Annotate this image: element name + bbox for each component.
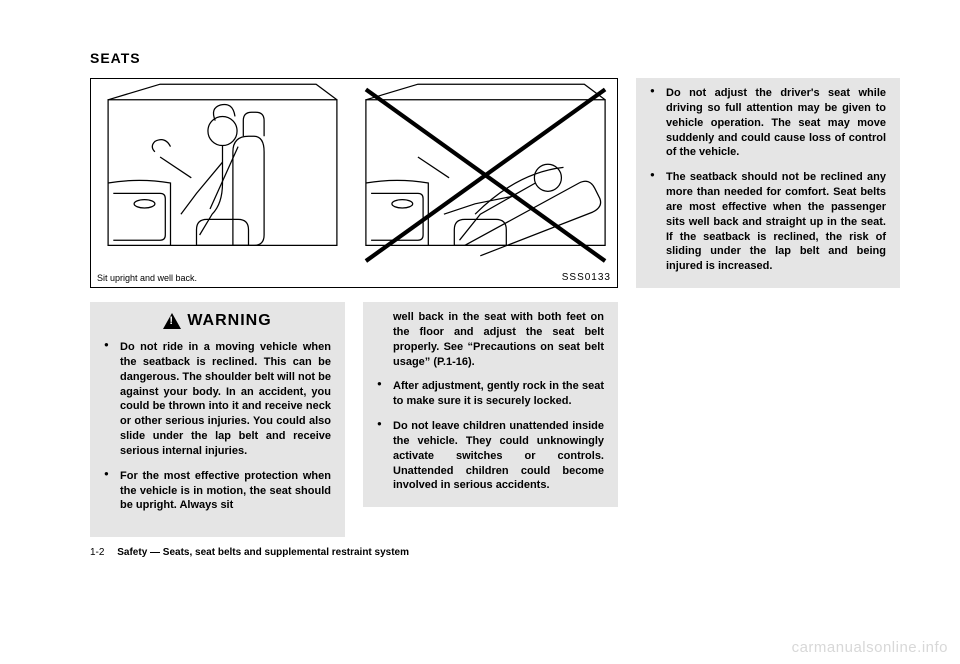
content-columns: Sit upright and well back. SSS0133 WARNI… — [90, 78, 900, 537]
warning-list-col2: After adjustment, gently rock in the sea… — [377, 379, 604, 493]
page-footer: 1-2 Safety — Seats, seat belts and suppl… — [90, 547, 900, 558]
page: SEATS — [0, 0, 960, 578]
warning-list-col1: Do not ride in a moving vehicle when the… — [104, 340, 331, 513]
column-1: WARNING Do not ride in a moving vehicle … — [90, 288, 345, 537]
section-title: SEATS — [90, 50, 900, 66]
column-2: well back in the seat with both feet on … — [363, 288, 618, 537]
warning-item: Do not leave children unattended inside … — [377, 419, 604, 493]
upright-seat-illustration — [91, 79, 354, 287]
warning-columns-row: WARNING Do not ride in a moving vehicle … — [90, 288, 618, 537]
warning-item: For the most effective protection when t… — [104, 469, 331, 514]
warning-item: Do not adjust the driver's seat while dr… — [650, 86, 886, 160]
watermark: carmanualsonline.info — [792, 639, 948, 656]
warning-item: Do not ride in a moving vehicle when the… — [104, 340, 331, 459]
warning-box: WARNING Do not ride in a moving vehicle … — [90, 302, 345, 537]
warning-box-col2: well back in the seat with both feet on … — [363, 302, 618, 507]
figure-panels — [91, 79, 617, 287]
column-3: Do not adjust the driver's seat while dr… — [636, 78, 900, 537]
seat-figure: Sit upright and well back. SSS0133 — [90, 78, 618, 288]
warning-label: WARNING — [187, 312, 271, 330]
reclined-seat-illustration — [354, 79, 617, 287]
warning-list-col3: Do not adjust the driver's seat while dr… — [650, 86, 886, 274]
figure-id: SSS0133 — [562, 272, 611, 283]
figure-caption: Sit upright and well back. — [97, 273, 197, 283]
page-number: 1-2 — [90, 547, 104, 558]
chapter-title: Safety — Seats, seat belts and supplemen… — [117, 547, 409, 558]
warning-triangle-icon — [163, 313, 181, 329]
left-two-columns: Sit upright and well back. SSS0133 WARNI… — [90, 78, 618, 537]
warning-box-col3: Do not adjust the driver's seat while dr… — [636, 78, 900, 288]
figure-panel-correct — [91, 79, 354, 287]
warning-item: The seatback should not be reclined any … — [650, 170, 886, 274]
figure-panel-incorrect — [354, 79, 617, 287]
warning-item: After adjustment, gently rock in the sea… — [377, 379, 604, 409]
warning-continuation: well back in the seat with both feet on … — [377, 310, 604, 369]
warning-heading: WARNING — [104, 312, 331, 330]
